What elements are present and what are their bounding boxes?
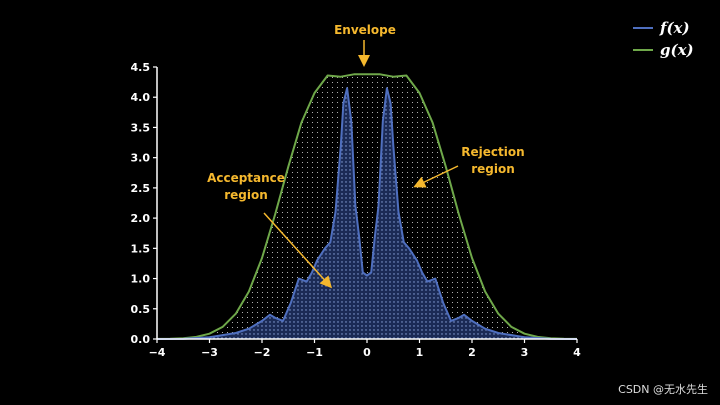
acceptance-region xyxy=(157,88,577,339)
y-tick-label: 1.0 xyxy=(131,273,151,286)
acceptance-label-line2: region xyxy=(224,188,268,202)
rejection-region xyxy=(157,74,577,340)
acceptance-arrow xyxy=(263,212,333,289)
watermark: CSDN @无水先生 xyxy=(618,383,708,396)
legend: f(x) g(x) xyxy=(633,19,694,59)
y-tick-label: 2.0 xyxy=(131,212,151,225)
series-line-f xyxy=(156,87,578,340)
x-tick-label: −4 xyxy=(149,346,166,359)
x-tick-label: −1 xyxy=(306,346,323,359)
y-tick-label: 4.5 xyxy=(131,61,151,74)
x-tick-label: 3 xyxy=(521,346,529,359)
y-tick-label: 0.0 xyxy=(131,333,151,346)
y-tick-label: 0.5 xyxy=(131,303,151,316)
rejection-arrow xyxy=(413,165,459,188)
x-tick-label: −2 xyxy=(254,346,271,359)
x-tick-label: 1 xyxy=(416,346,424,359)
y-tick-label: 4.0 xyxy=(131,91,151,104)
rejection-label-line1: Rejection xyxy=(461,145,524,159)
y-tick-label: 2.5 xyxy=(131,182,151,195)
x-tick-label: −3 xyxy=(201,346,218,359)
acceptance-label-line1: Acceptance xyxy=(207,171,285,185)
x-tick-label: 4 xyxy=(573,346,581,359)
x-tick-label: 0 xyxy=(363,346,371,359)
series-line-g xyxy=(156,73,578,340)
y-tick-label: 3.0 xyxy=(131,152,151,165)
y-tick-label: 3.5 xyxy=(131,121,151,134)
x-tick-label: 2 xyxy=(468,346,476,359)
legend-label-f: f(x) xyxy=(659,19,690,37)
rejection-label-line2: region xyxy=(471,162,515,176)
y-tick-label: 1.5 xyxy=(131,242,151,255)
legend-label-g: g(x) xyxy=(660,41,694,59)
envelope-label: Envelope xyxy=(334,23,396,37)
